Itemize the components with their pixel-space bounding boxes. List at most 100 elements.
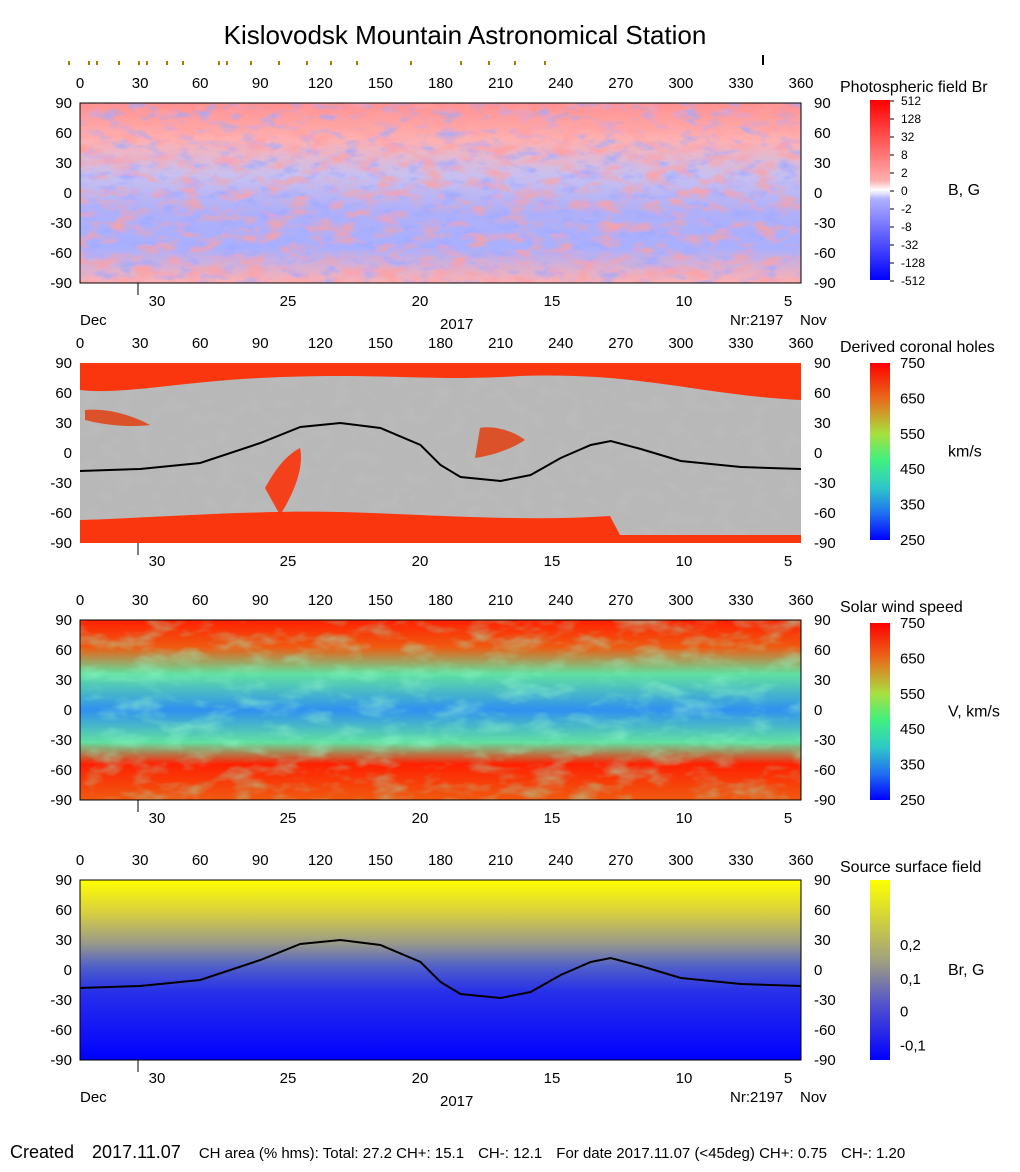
colorbar-label: -2: [901, 202, 912, 216]
latitude-tick-label-right: -30: [814, 992, 836, 1009]
longitude-tick-label: 0: [76, 592, 84, 609]
colorbar-label: -32: [901, 238, 919, 252]
longitude-tick-label: 210: [488, 592, 513, 609]
colorbar-label: -8: [901, 220, 912, 234]
longitude-tick-label: 30: [132, 852, 149, 869]
source-surface-map: [80, 880, 801, 1060]
coronal-holes-panel: [80, 363, 801, 543]
colorbar-label: 128: [901, 112, 921, 126]
observation-marker: [410, 61, 412, 65]
ch-minus-2-text: CH-: 1.20: [841, 1145, 906, 1162]
observation-marker: [96, 61, 98, 65]
colorbar-label: -512: [901, 274, 925, 288]
colorbar-label: 0: [901, 184, 908, 198]
nov-label: Nov: [800, 312, 827, 329]
observation-marker: [278, 61, 280, 65]
longitude-tick-label: 300: [668, 592, 693, 609]
latitude-tick-label-right: -60: [814, 505, 836, 522]
footer: Created 2017.11.07 CH area (% hms): Total:…: [10, 1142, 1015, 1163]
observation-marker: [514, 61, 516, 65]
colorbar-label: 512: [901, 94, 921, 108]
latitude-tick-label-left: -60: [50, 1022, 72, 1039]
latitude-tick-label-left: 60: [55, 385, 72, 402]
latitude-tick-label-left: 90: [55, 612, 72, 629]
colorbar-label: 650: [900, 390, 925, 407]
latitude-tick-label-left: 90: [55, 872, 72, 889]
latitude-tick-label-left: 60: [55, 902, 72, 919]
neutral-line: [79, 938, 802, 1000]
colorbar-label: 0,1: [900, 971, 921, 988]
latitude-tick-label-left: 90: [55, 95, 72, 112]
created-label: Created: [10, 1142, 75, 1162]
observation-marker: [330, 61, 332, 65]
solar-wind-colorbar: [870, 623, 890, 800]
longitude-tick-label: 0: [76, 335, 84, 352]
ch-area-text: CH area (% hms): Total: 27.2 CH+: 15.1: [198, 1145, 465, 1162]
longitude-tick-label: 240: [548, 852, 573, 869]
colorbar-label: 0,2: [900, 937, 921, 954]
latitude-tick-label-right: -90: [814, 275, 836, 292]
longitude-tick-label: 300: [668, 852, 693, 869]
rotation-number: Nr:2197: [730, 1089, 783, 1106]
latitude-tick-label-right: -30: [814, 215, 836, 232]
colorbar-label: 650: [900, 650, 925, 667]
longitude-tick-label: 330: [728, 335, 753, 352]
colorbar-label: 450: [900, 721, 925, 738]
longitude-tick-label: 180: [428, 852, 453, 869]
created-date: 2017.11.07: [92, 1142, 181, 1162]
longitude-tick-label: 30: [132, 335, 149, 352]
observation-marker: [182, 61, 184, 65]
longitude-tick-label: 300: [668, 75, 693, 92]
latitude-tick-label-right: 90: [814, 872, 831, 889]
ch-minus-text: CH-: 12.1: [478, 1145, 543, 1162]
day-tick-label: 25: [280, 810, 297, 827]
units-label: B, G: [948, 182, 980, 199]
latitude-tick-label-left: 60: [55, 642, 72, 659]
observation-marker: [544, 61, 546, 65]
day-tick-label: 10: [676, 1070, 693, 1087]
latitude-tick-label-right: 0: [814, 445, 822, 462]
day-tick-label: 15: [544, 293, 561, 310]
observation-marker: [488, 61, 490, 65]
observation-marker: [68, 61, 70, 65]
longitude-tick-label: 90: [252, 592, 269, 609]
observation-marker: [306, 61, 308, 65]
longitude-tick-label: 120: [308, 335, 333, 352]
colorbar-label: 250: [900, 792, 925, 809]
latitude-tick-label-right: 0: [814, 185, 822, 202]
year-label: 2017: [440, 1093, 473, 1110]
longitude-tick-label: 60: [192, 335, 209, 352]
panel-title: Derived coronal holes: [840, 339, 995, 356]
longitude-tick-label: 270: [608, 592, 633, 609]
day-tick-label: 5: [784, 293, 792, 310]
latitude-tick-label-left: 30: [55, 155, 72, 172]
day-tick-label: 5: [784, 553, 792, 570]
dec-label: Dec: [80, 1089, 107, 1106]
day-tick-label: 25: [280, 553, 297, 570]
day-tick-label: 15: [544, 1070, 561, 1087]
observation-marker: [166, 61, 168, 65]
day-tick-label: 20: [412, 553, 429, 570]
longitude-tick-label: 150: [368, 852, 393, 869]
nov-label: Nov: [800, 1089, 827, 1106]
rotation-number: Nr:2197: [730, 312, 783, 329]
panel-title: Solar wind speed: [840, 599, 963, 616]
longitude-tick-label: 180: [428, 592, 453, 609]
day-tick-label: 20: [412, 293, 429, 310]
colorbar-label: 750: [900, 615, 925, 632]
longitude-tick-label: 270: [608, 75, 633, 92]
longitude-tick-label: 360: [788, 75, 813, 92]
latitude-tick-label-left: 30: [55, 415, 72, 432]
year-label: 2017: [440, 316, 473, 333]
longitude-tick-label: 90: [252, 335, 269, 352]
latitude-tick-label-left: -60: [50, 762, 72, 779]
day-tick-label: 10: [676, 810, 693, 827]
day-tick-label: 30: [149, 553, 166, 570]
longitude-tick-label: 120: [308, 75, 333, 92]
latitude-tick-label-left: -30: [50, 215, 72, 232]
day-tick-label: 20: [412, 1070, 429, 1087]
neutral-line: [79, 421, 802, 483]
longitude-tick-label: 240: [548, 335, 573, 352]
longitude-tick-label: 360: [788, 592, 813, 609]
solar-wind-panel: [79, 619, 802, 801]
